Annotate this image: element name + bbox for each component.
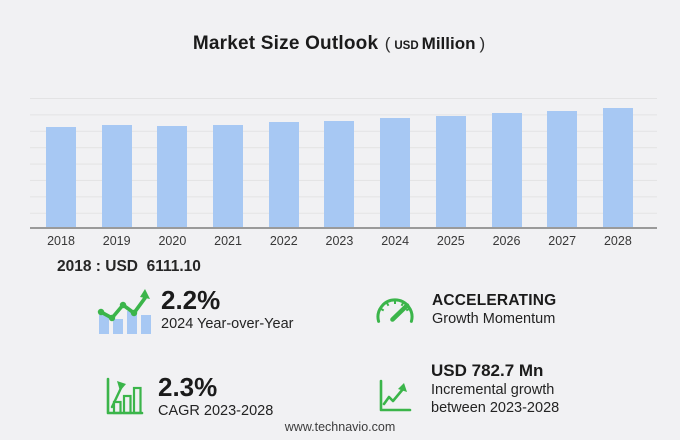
stat-momentum: ACCELERATING Growth Momentum xyxy=(371,291,556,333)
x-tick-label: 2028 xyxy=(603,234,632,248)
chart-title-main: Market Size Outlook xyxy=(192,33,379,54)
x-tick-label: 2024 xyxy=(381,234,410,248)
stat-cagr: 2.3% CAGR 2023-2028 xyxy=(102,372,273,420)
bar-series xyxy=(30,98,657,227)
stat-incremental: USD 782.7 Mn Incremental growth between … xyxy=(376,360,591,417)
bar-2018 xyxy=(46,126,76,227)
title-paren-close: ) xyxy=(479,34,486,53)
website-link[interactable]: www.technavio.com xyxy=(284,420,396,434)
bar-2021 xyxy=(213,124,244,227)
bar-chart-trend-icon xyxy=(97,289,151,334)
momentum-label: Growth Momentum xyxy=(432,311,556,327)
base-year-value: 2018 : USD 6111.10 xyxy=(57,258,201,275)
incremental-value: USD 782.7 Mn xyxy=(431,361,544,380)
momentum-value: ACCELERATING xyxy=(432,292,557,309)
bar-2025 xyxy=(435,115,466,227)
bar-2023 xyxy=(324,120,355,227)
x-tick-label: 2027 xyxy=(548,234,577,248)
x-tick-label: 2018 xyxy=(47,234,75,248)
bar-2026 xyxy=(491,113,522,227)
chart-title: Market Size Outlook (USD Million) xyxy=(0,33,680,55)
bar-2020 xyxy=(157,126,188,227)
x-tick-label: 2019 xyxy=(102,234,131,248)
title-currency: USD xyxy=(394,40,419,52)
x-tick-label: 2021 xyxy=(214,234,242,248)
x-tick-label: 2022 xyxy=(269,234,298,248)
bar-chart-plot-area xyxy=(30,98,657,229)
incremental-label: Incremental growth between 2023-2028 xyxy=(431,382,560,416)
line-growth-icon xyxy=(379,379,412,412)
bar-2022 xyxy=(268,122,299,227)
x-tick-label: 2023 xyxy=(325,234,354,248)
bar-2024 xyxy=(380,118,411,227)
x-tick-label: 2026 xyxy=(492,234,521,248)
bar-2027 xyxy=(547,110,578,227)
x-axis-labels: 2018 2019 2020 2021 2022 2023 2024 2025 2026 2027… xyxy=(30,234,657,248)
x-tick-label: 2025 xyxy=(436,234,465,248)
bar-2028 xyxy=(602,107,633,227)
stat-yoy: 2.2% 2024 Year-over-Year xyxy=(96,285,293,337)
yoy-label: 2024 Year-over-Year xyxy=(161,316,294,332)
x-tick-label: 2020 xyxy=(158,234,187,248)
title-unit: Million xyxy=(421,34,476,53)
cagr-label: CAGR 2023-2028 xyxy=(158,403,274,419)
title-paren-open: ( xyxy=(384,34,391,53)
bar-growth-icon xyxy=(106,377,144,415)
bar-2019 xyxy=(101,124,132,227)
gauge-icon xyxy=(376,298,414,323)
yoy-value: 2.2% xyxy=(161,285,221,315)
cagr-value: 2.3% xyxy=(158,372,218,402)
